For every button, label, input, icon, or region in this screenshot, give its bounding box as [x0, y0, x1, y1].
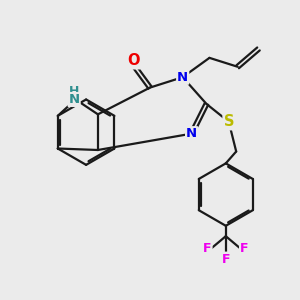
Text: N: N: [186, 127, 197, 140]
Text: N: N: [177, 71, 188, 84]
Text: F: F: [203, 242, 212, 255]
Text: O: O: [128, 53, 140, 68]
Text: F: F: [221, 253, 230, 266]
Text: H: H: [69, 85, 79, 98]
Text: N: N: [69, 93, 80, 106]
Text: F: F: [240, 242, 248, 255]
Text: S: S: [224, 114, 234, 129]
